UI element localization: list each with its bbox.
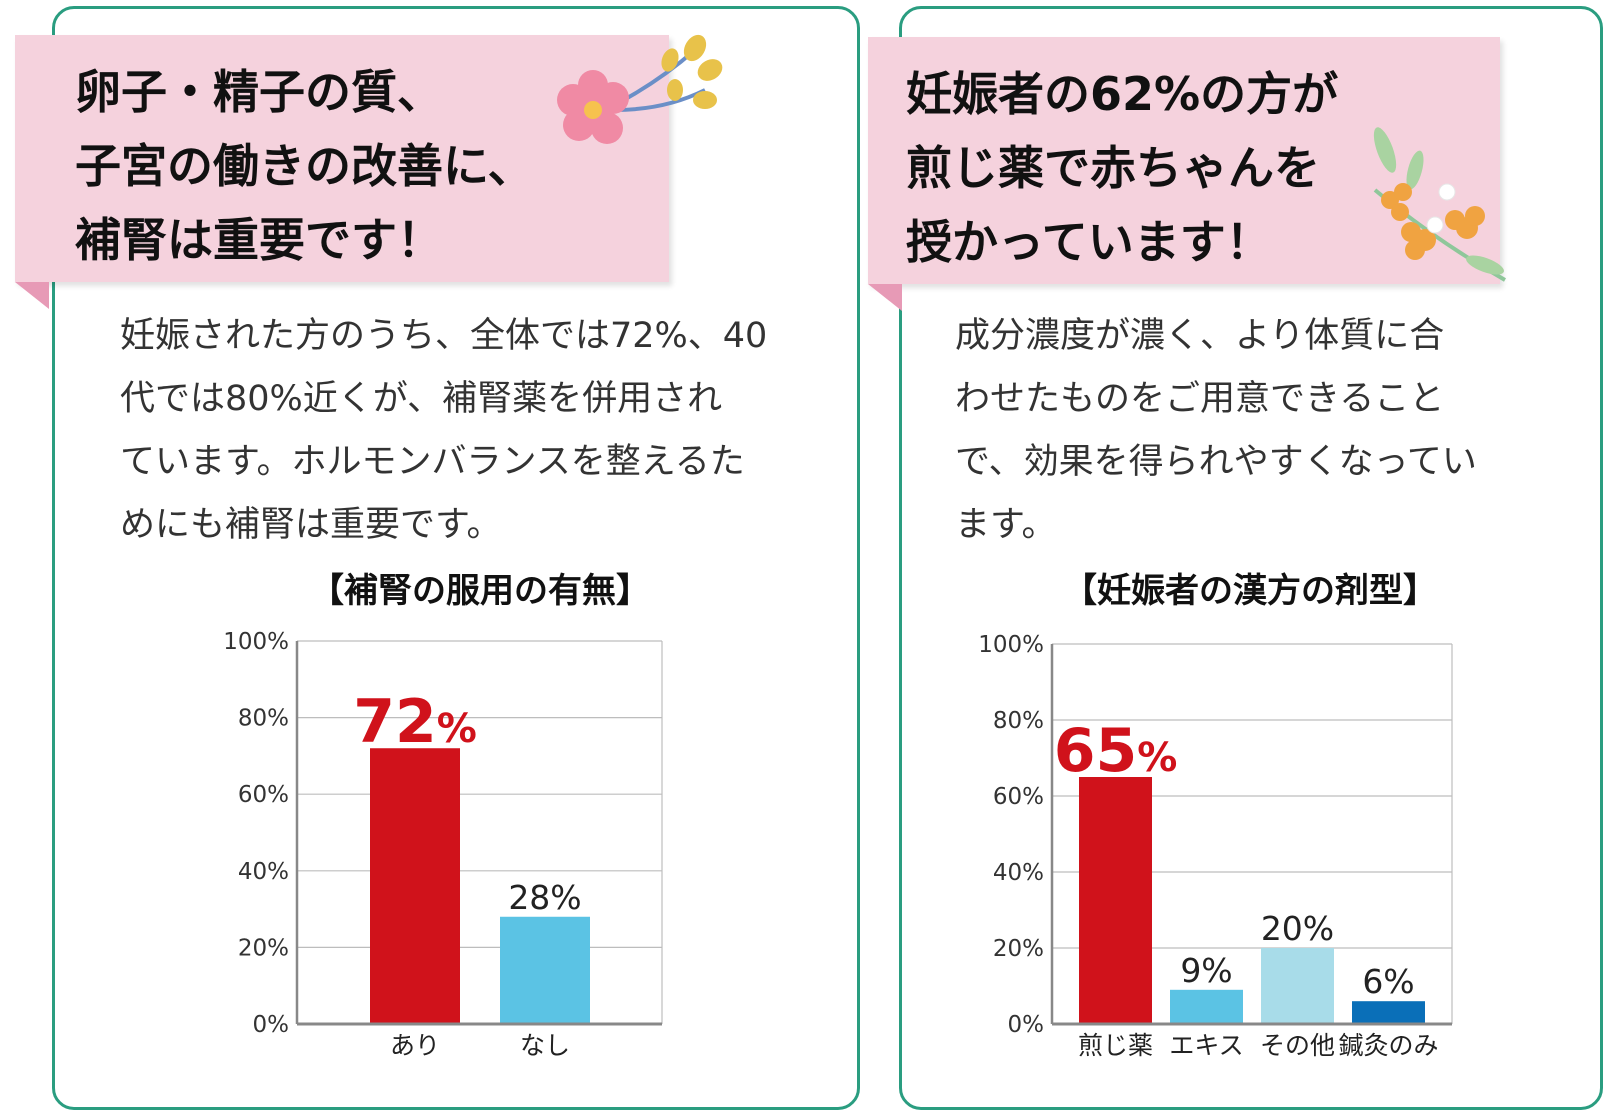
right-body-text: 成分濃度が濃く、より体質に合 わせたものをご用意できること で、効果を得られやす… [955, 316, 1477, 545]
value-label: 20% [1261, 909, 1334, 948]
y-tick-label: 100% [978, 632, 1044, 658]
right-heading: 妊娠者の62%の方が 煎じ薬で赤ちゃんを 授かっています！ [906, 67, 1339, 269]
category-label: その他 [1260, 1031, 1335, 1060]
y-tick-label: 40% [238, 859, 289, 885]
y-tick-label: 60% [238, 782, 289, 808]
flower-decoration-icon [557, 34, 723, 144]
bar-3 [1352, 1001, 1425, 1024]
banner-fold [868, 284, 902, 311]
value-label: 6% [1362, 962, 1414, 1001]
left-heading-banner: 卵子・精子の質、 子宮の働きの改善に、 補腎は重要です！ [15, 35, 669, 309]
left-chart-title: 【補腎の服用の有無】 [310, 571, 650, 611]
value-label: 9% [1180, 951, 1232, 990]
y-tick-label: 0% [253, 1012, 290, 1038]
y-tick-label: 40% [993, 860, 1044, 886]
y-tick-label: 80% [993, 708, 1044, 734]
y-tick-label: 20% [238, 935, 289, 961]
category-label: なし [520, 1031, 570, 1060]
y-tick-label: 60% [993, 784, 1044, 810]
value-label: 28% [508, 878, 581, 917]
category-label: あり [390, 1031, 440, 1060]
y-tick-label: 20% [993, 936, 1044, 962]
bar-0 [370, 748, 460, 1024]
value-label-highlight: 65% [1054, 716, 1178, 786]
bar-1 [1170, 989, 1243, 1024]
right-chart-title: 【妊娠者の漢方の剤型】 [1063, 571, 1437, 611]
bar-0 [1079, 777, 1152, 1024]
left-body-text: 妊娠された方のうち、全体では72%、40 代では80%近くが、補腎薬を併用され … [120, 316, 768, 545]
flower-decoration-icon [1373, 127, 1506, 282]
banner-fold [15, 282, 49, 309]
left-heading: 卵子・精子の質、 子宮の働きの改善に、 補腎は重要です！ [75, 65, 534, 267]
bar-2 [1261, 948, 1334, 1024]
y-tick-label: 80% [238, 706, 289, 732]
category-label: エキス [1169, 1031, 1243, 1060]
y-tick-label: 0% [1008, 1012, 1045, 1038]
category-label: 鍼灸のみ [1338, 1031, 1438, 1060]
category-label: 煎じ薬 [1078, 1031, 1153, 1060]
value-label-highlight: 72% [353, 687, 477, 757]
bar-1 [500, 916, 590, 1024]
y-tick-label: 100% [223, 629, 289, 655]
